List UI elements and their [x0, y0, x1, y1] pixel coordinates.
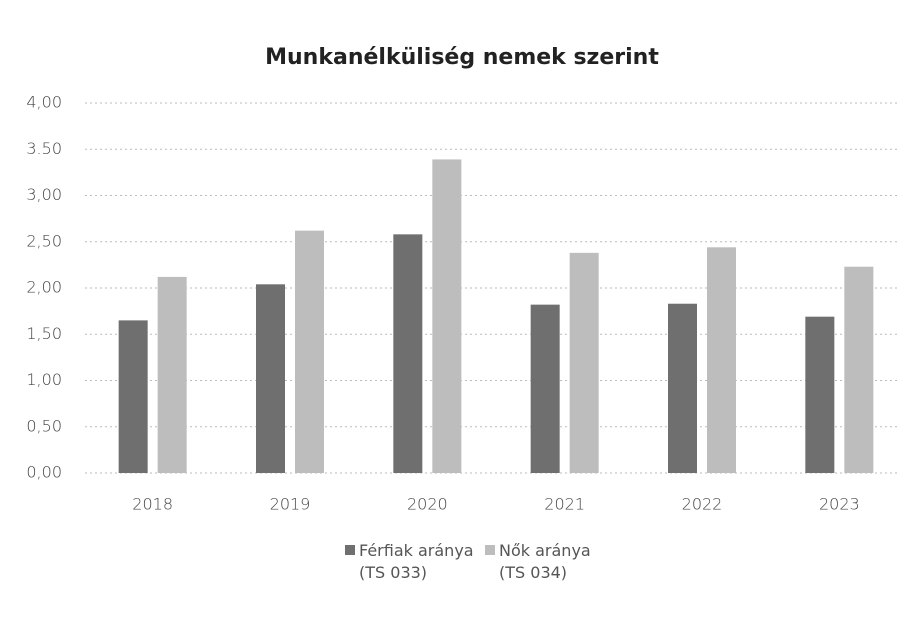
- legend: Férfiak aránya (TS 033) Nők aránya (TS 03…: [345, 540, 619, 584]
- bar: [256, 284, 285, 473]
- bar: [295, 230, 324, 473]
- legend-item: Férfiak aránya (TS 033): [345, 540, 479, 584]
- x-tick-label: 2018: [132, 495, 173, 514]
- x-tick-label: 2021: [544, 495, 585, 514]
- y-tick-label: 0,00: [26, 463, 62, 482]
- bar: [569, 252, 599, 473]
- bar: [530, 304, 560, 473]
- x-tick-label: 2020: [407, 495, 448, 514]
- y-tick-label: 1,00: [26, 370, 62, 389]
- bar: [157, 276, 187, 473]
- bar: [668, 303, 697, 473]
- bar: [118, 320, 148, 473]
- y-tick-label: 2,50: [26, 231, 62, 250]
- y-tick-label: 4,00: [26, 93, 62, 112]
- legend-swatch: [485, 545, 495, 555]
- y-tick-label: 3.50: [26, 139, 62, 158]
- y-tick-label: 2,00: [26, 278, 62, 297]
- bar: [432, 159, 462, 474]
- x-tick-label: 2019: [270, 495, 311, 514]
- legend-item: Nők aránya (TS 034): [485, 540, 619, 584]
- x-tick-label: 2023: [819, 495, 860, 514]
- bar: [805, 316, 835, 473]
- x-tick-label: 2022: [682, 495, 723, 514]
- legend-label: Férfiak aránya (TS 033): [359, 541, 474, 582]
- y-tick-label: 1,50: [26, 324, 62, 343]
- legend-label: Nők aránya (TS 034): [499, 541, 591, 582]
- bar: [844, 266, 874, 473]
- legend-swatch: [345, 545, 355, 555]
- bar: [393, 234, 423, 473]
- chart-title: Munkanélküliség nemek szerint: [265, 45, 659, 70]
- bar: [707, 247, 736, 473]
- y-tick-label: 0,50: [26, 416, 62, 435]
- y-tick-label: 3,00: [26, 185, 62, 204]
